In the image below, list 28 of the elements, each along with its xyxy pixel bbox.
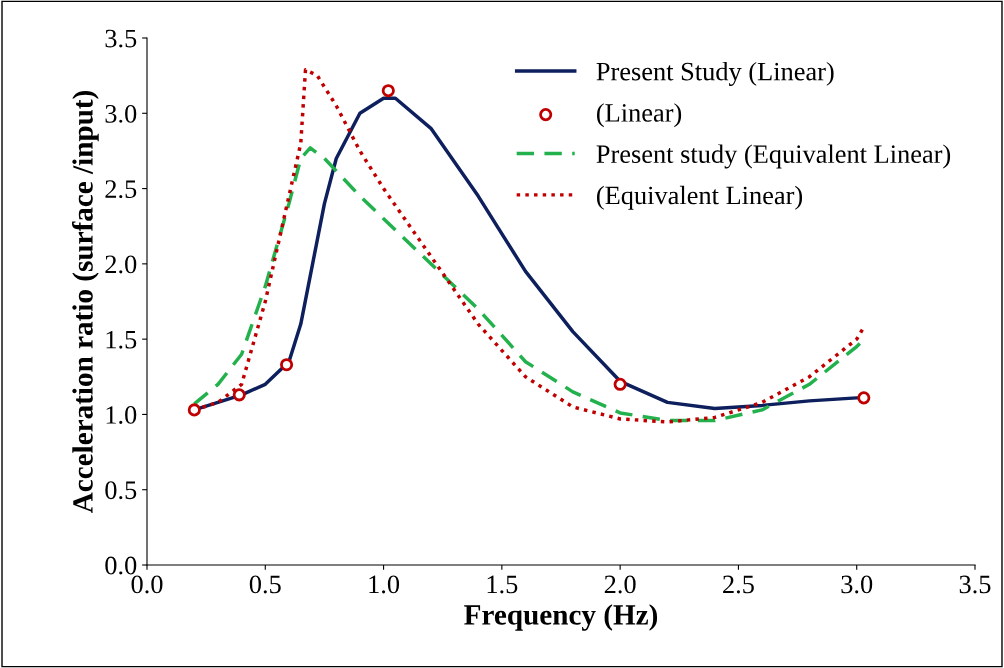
y-tick-label: 0.0 [105, 556, 137, 575]
point [232, 388, 246, 402]
x-tick-label: 0.0 [131, 575, 163, 594]
point [857, 391, 871, 405]
y-axis-title: Acceleration ratio (surface /input) [71, 90, 99, 514]
x-axis-title: Frequency (Hz) [464, 604, 658, 631]
y-tick-label: 1.0 [106, 406, 137, 424]
y-tick-label: 0.5 [105, 481, 137, 500]
x-tick-label: 0.5 [249, 575, 281, 594]
point [187, 403, 201, 417]
legend-label: (Equivalent Linear) [597, 185, 803, 210]
y-tick-label: 3.5 [105, 29, 137, 48]
legend-label: (Linear) [597, 103, 682, 128]
y-tick-label: 2.5 [105, 180, 137, 199]
x-tick-label: 3.0 [841, 575, 873, 594]
legend-label: Present study (Equivalent Linear) [596, 144, 951, 169]
x-tick-label: 1.0 [369, 575, 400, 594]
point [381, 84, 395, 98]
x-tick-label: 2.0 [604, 575, 636, 594]
x-tick-label: 2.5 [723, 575, 754, 594]
legend-label: Present Study (Linear) [596, 61, 834, 86]
y-tick-label: 2.0 [105, 255, 137, 274]
point [613, 377, 627, 391]
x-tick-label: 3.5 [959, 575, 991, 594]
point [280, 358, 294, 372]
y-tick-label: 1.5 [106, 330, 137, 349]
y-tick-label: 3.0 [105, 104, 137, 123]
x-tick-label: 1.5 [487, 575, 518, 594]
